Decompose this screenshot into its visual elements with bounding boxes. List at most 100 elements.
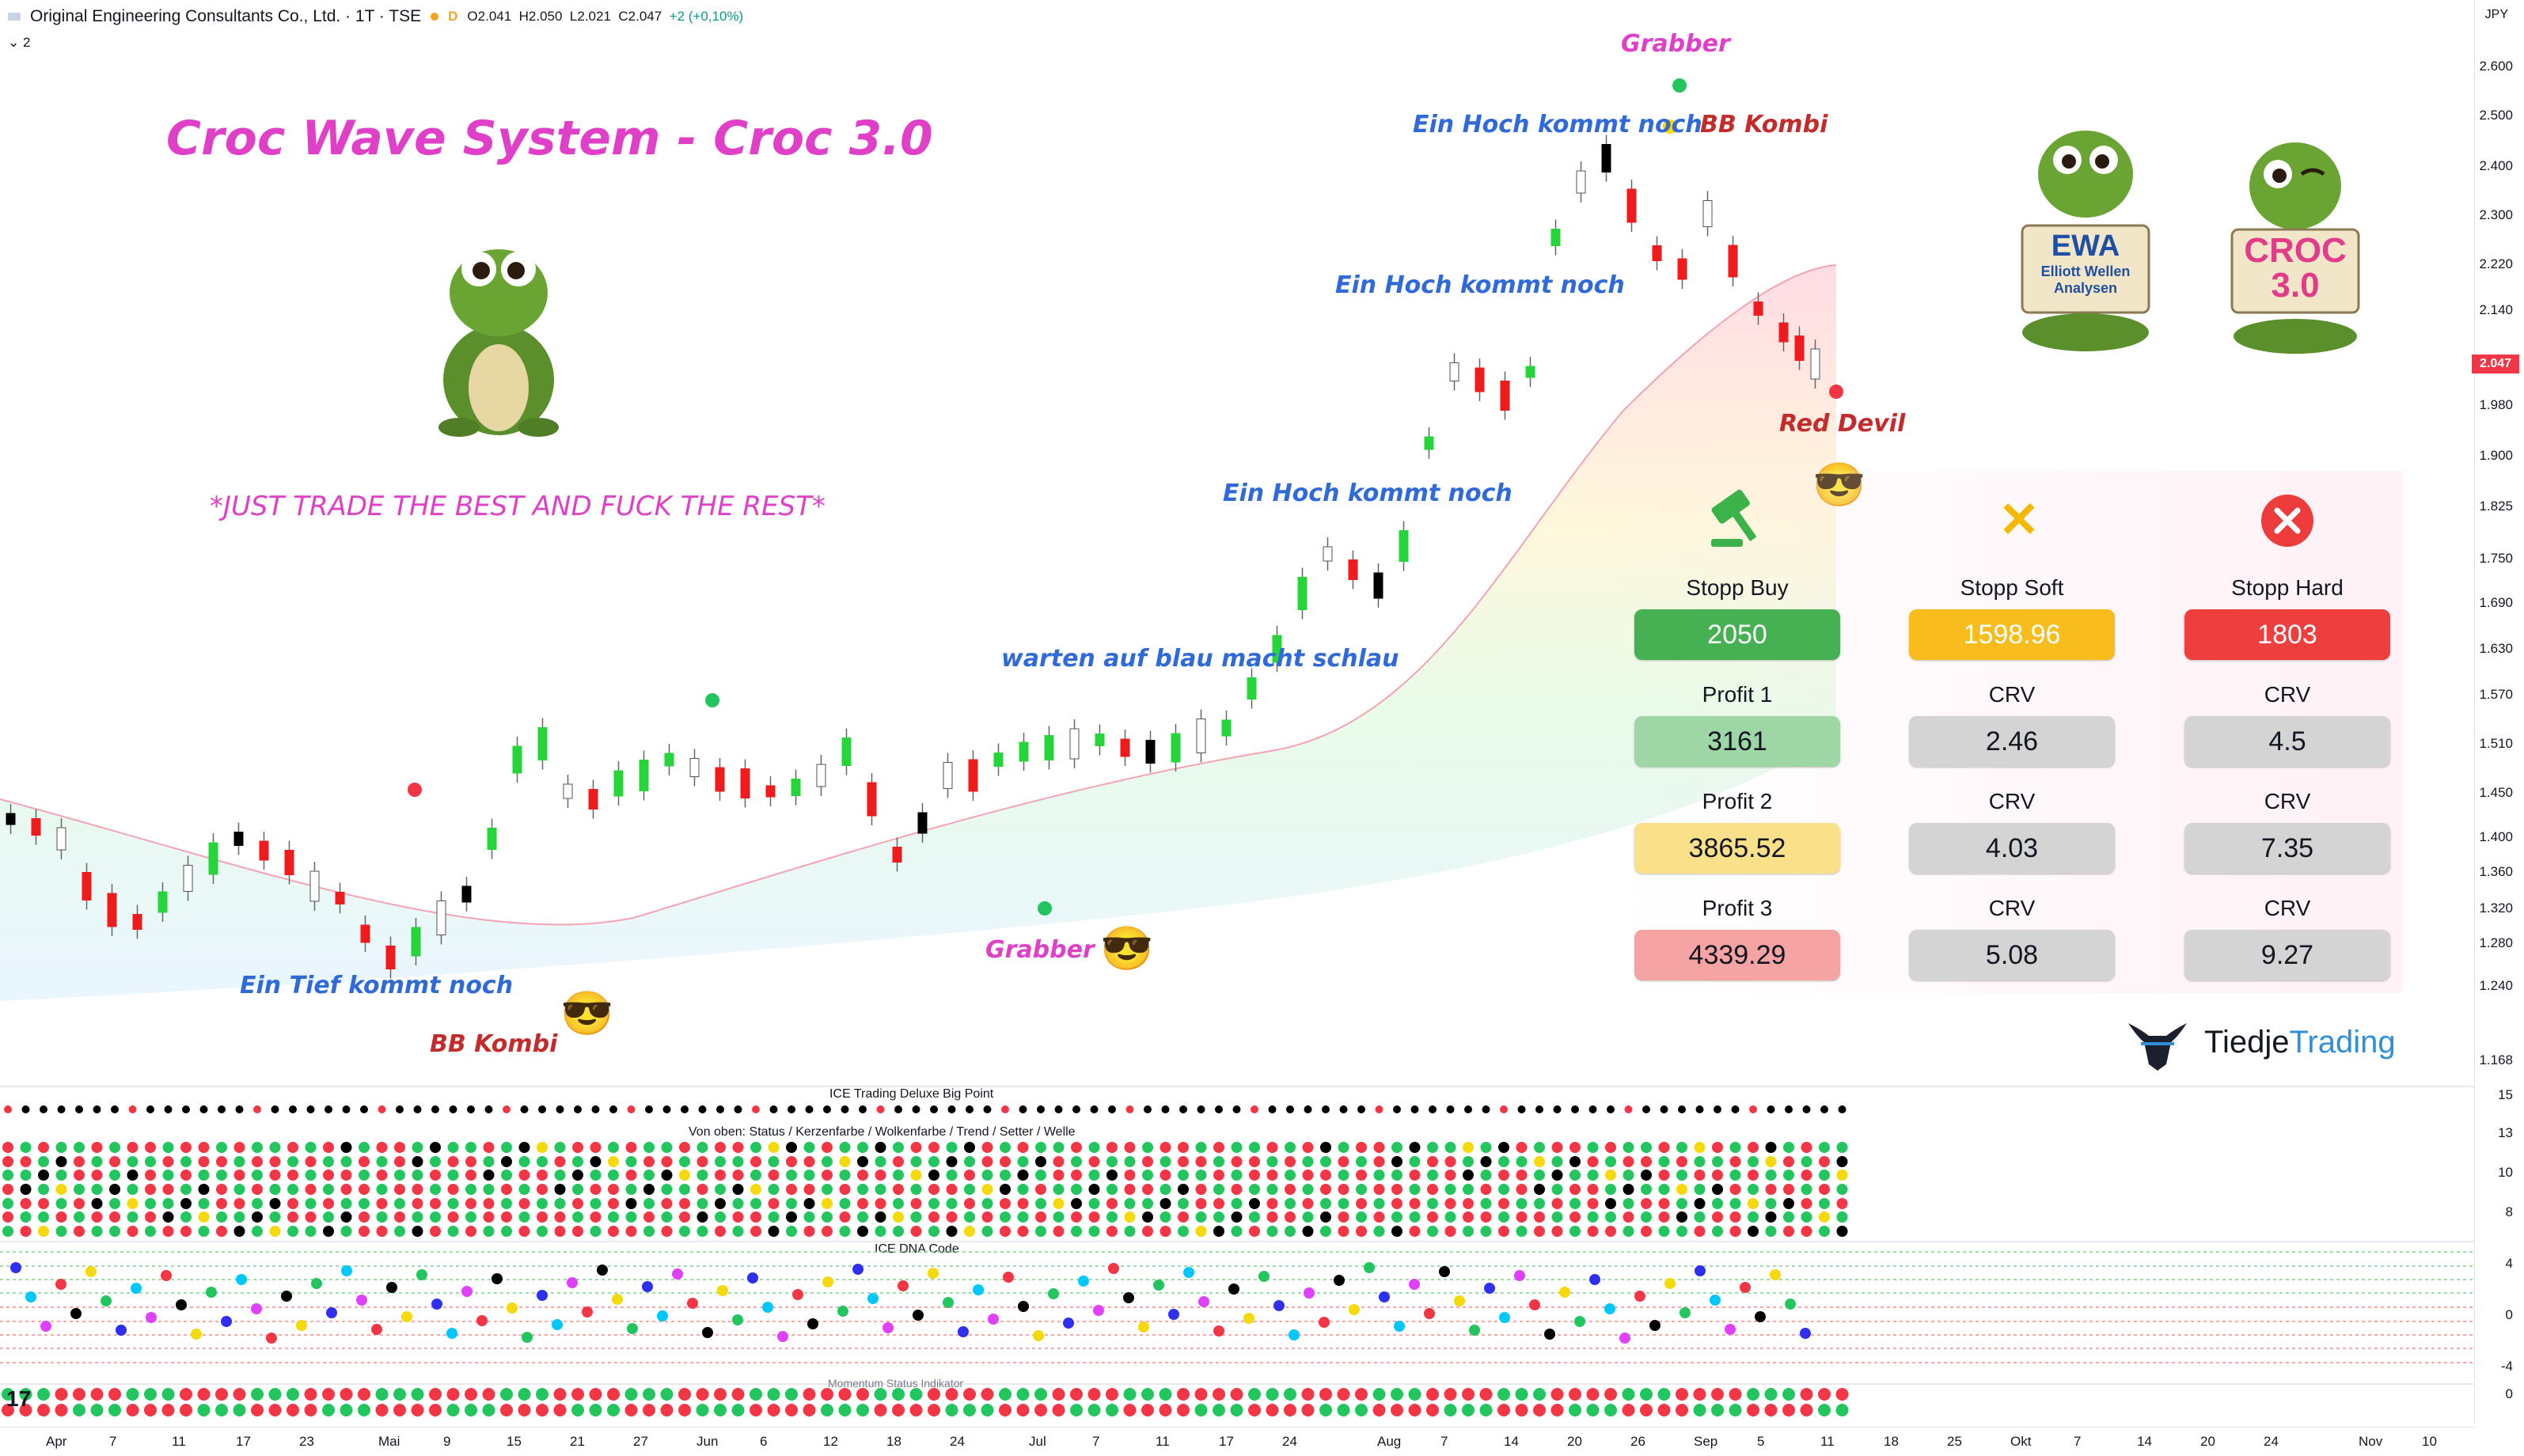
stats-panel: ✕ Stopp Buy Stopp Soft Stopp Hard 2050 1… (1615, 471, 2402, 993)
annotation-ein-tief: Ein Tief kommt noch (240, 972, 514, 999)
indicator-dot (910, 1142, 922, 1153)
dna-dot (1213, 1325, 1224, 1337)
indicator-dot (1320, 1226, 1331, 1237)
indicator-dot (732, 1156, 744, 1167)
indicator-dot (964, 1184, 975, 1195)
indicator-dot (289, 1105, 297, 1113)
indicator-dot (1729, 1142, 1741, 1153)
indicator-dot (1017, 1156, 1029, 1167)
candle (1323, 546, 1333, 562)
dna-dot (958, 1326, 969, 1337)
indicator-dot (643, 1211, 655, 1223)
indicator-dot (822, 1156, 833, 1167)
dna-dot (101, 1295, 112, 1306)
indicator-dot (983, 1105, 992, 1113)
indicator-dot (1053, 1156, 1065, 1167)
indicator-dot (1694, 1184, 1706, 1195)
indicator-dot (786, 1211, 797, 1223)
indicator-dot (1551, 1156, 1563, 1167)
dna-dots (10, 1262, 1811, 1344)
candle (6, 813, 16, 825)
candle (1677, 258, 1687, 280)
indicator-dot (1035, 1184, 1046, 1195)
indicator-dot (1178, 1142, 1189, 1153)
indicator-dot (109, 1142, 120, 1153)
crv-label: CRV (1988, 682, 2036, 707)
indicator-dot (696, 1198, 708, 1209)
momentum-dot (144, 1404, 157, 1416)
pane-separator[interactable] (0, 1241, 2475, 1242)
indicator-panes[interactable] (0, 1086, 2475, 1426)
indicator-dot (1179, 1105, 1187, 1113)
time-axis[interactable]: Apr 7 11 17 23 Mai 9 15 21 27 Jun 6 12 18 24 Jul 7 11 17 24… (0, 1427, 2475, 1456)
indicator-dot (430, 1142, 441, 1153)
indicator-dot (1195, 1170, 1207, 1181)
indicator-dot (1765, 1156, 1777, 1167)
indicator-dot (20, 1198, 32, 1209)
tradingview-logo-icon[interactable]: 17 (6, 1386, 32, 1411)
momentum-dot (1355, 1404, 1368, 1416)
indicator-dot (198, 1170, 210, 1181)
dna-dot (1544, 1329, 1555, 1340)
indicator-dot (1767, 1105, 1775, 1113)
dna-dot (552, 1319, 563, 1330)
indicator-dot (4, 1105, 12, 1113)
ewa-sign-line1: Elliott Wellen (2040, 264, 2131, 279)
momentum-dot (446, 1404, 460, 1416)
indicator-dot (1231, 1226, 1243, 1237)
indicator-dot (696, 1226, 708, 1237)
indicator-dot (803, 1156, 815, 1167)
brand-part-1: Tiedje (2204, 1025, 2290, 1060)
indicator-dot (1071, 1184, 1082, 1195)
indicator-dot (661, 1226, 673, 1237)
currency-label[interactable]: JPY (2484, 8, 2508, 21)
indicator-dot (910, 1211, 922, 1223)
indicator-dot (1749, 1105, 1757, 1113)
pane-separator[interactable] (0, 1086, 2475, 1087)
indicator-dot (1266, 1170, 1278, 1181)
indicator-dot (1534, 1156, 1545, 1167)
indicator-dot (483, 1156, 495, 1167)
indicator-dot (608, 1184, 619, 1195)
indicator-dot (1160, 1156, 1171, 1167)
indicator-dot (893, 1156, 904, 1167)
momentum-dot (1479, 1404, 1493, 1416)
indicator-collapse-toggle[interactable]: ⌄ 2 (8, 35, 31, 50)
price-chart[interactable] (0, 0, 2475, 1424)
data-badge[interactable]: D (448, 9, 458, 24)
indicator-dot (1356, 1198, 1367, 1209)
indicator-dot (1498, 1184, 1509, 1195)
candle (1044, 735, 1054, 760)
dna-dot (913, 1310, 924, 1321)
momentum-dot (1355, 1388, 1368, 1401)
candle (208, 842, 218, 875)
indicator-dot (1320, 1184, 1331, 1195)
indicator-dot (1320, 1156, 1331, 1167)
indicator-dot (376, 1170, 388, 1181)
momentum-dot (1533, 1388, 1546, 1401)
candle (385, 946, 396, 969)
indicator-dot (447, 1226, 459, 1237)
time-tick: 7 (109, 1434, 117, 1449)
indicator-dot (1071, 1170, 1082, 1181)
symbol-title[interactable]: Original Engineering Consultants Co., Lt… (30, 7, 422, 25)
indicator-dot (269, 1198, 281, 1209)
stopp-buy-label: Stopp Buy (1686, 575, 1789, 600)
indicator-dot (1409, 1184, 1421, 1195)
indicator-dot (661, 1184, 673, 1195)
momentum-dot (126, 1388, 139, 1401)
indicator-dot (1748, 1226, 1759, 1237)
indicator-dot (625, 1142, 637, 1153)
indicator-dot (1213, 1211, 1224, 1223)
indicator-dot (625, 1211, 637, 1223)
price-axis[interactable]: JPY 2.600 2.500 2.400 2.300 2.220 2.140 1.980 1… (2472, 0, 2524, 1424)
pane-separator[interactable] (0, 1383, 2475, 1385)
indicator-dot (554, 1170, 566, 1181)
dna-dot (657, 1310, 668, 1321)
dot-matrix (2, 1105, 1848, 1237)
indicator-dot (946, 1226, 958, 1237)
indicator-dot (839, 1198, 851, 1209)
indicator-dot (822, 1211, 833, 1223)
indicator-dot (554, 1198, 566, 1209)
indicator-dot (1375, 1105, 1383, 1113)
